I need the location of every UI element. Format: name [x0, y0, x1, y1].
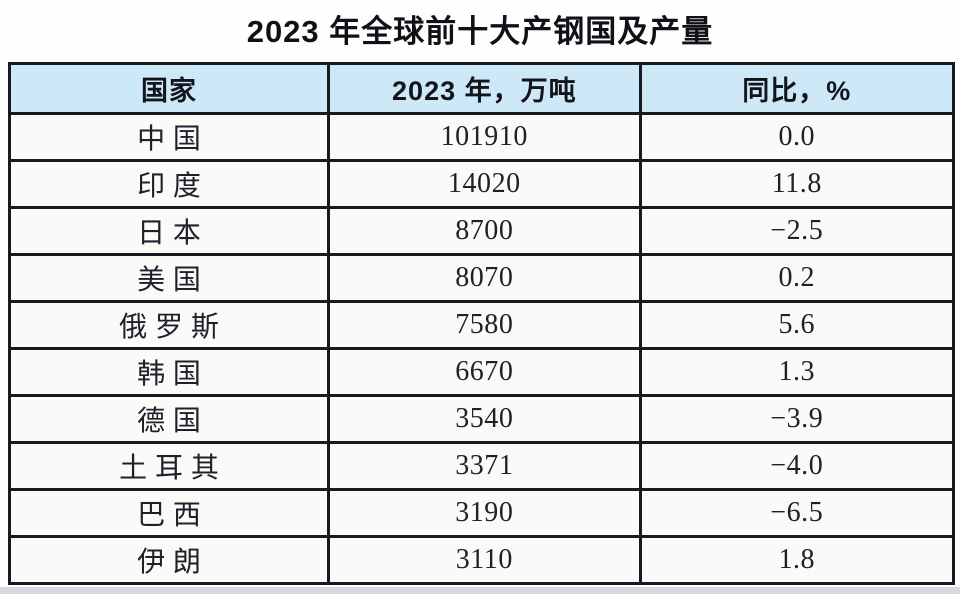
production-cell: 8700: [327, 206, 642, 256]
country-cell: 美国: [7, 253, 331, 303]
country-cell: 伊朗: [7, 535, 331, 585]
table-row: 巴西 3190 −6.5: [7, 488, 956, 538]
table-row: 伊朗 3110 1.8: [7, 535, 956, 585]
bottom-edge-strip: [0, 587, 960, 594]
country-cell: 日本: [7, 206, 331, 256]
table-row: 土耳其 3371 −4.0: [7, 441, 956, 491]
table-row: 韩国 6670 1.3: [7, 347, 956, 397]
country-cell: 俄罗斯: [7, 300, 331, 350]
header-country: 国家: [7, 62, 331, 115]
country-cell: 巴西: [7, 488, 331, 538]
production-cell: 101910: [327, 112, 642, 162]
production-cell: 3540: [327, 394, 642, 444]
country-cell: 德国: [7, 394, 331, 444]
yoy-cell: −6.5: [638, 488, 956, 538]
country-cell: 韩国: [7, 347, 331, 397]
country-cell: 印度: [7, 159, 331, 209]
production-cell: 3371: [327, 441, 642, 491]
country-cell: 中国: [7, 112, 331, 162]
table-row: 美国 8070 0.2: [7, 253, 956, 303]
country-cell: 土耳其: [7, 441, 331, 491]
table-body: 中国 101910 0.0 印度 14020 11.8 日本 8700 −2.5 美国 8070 0.…: [7, 112, 956, 585]
steel-production-table: 国家 2023 年，万吨 同比，% 中国 101910 0.0 印度 14020 11.8…: [7, 62, 956, 585]
table-header: 国家 2023 年，万吨 同比，%: [7, 62, 956, 115]
production-cell: 3110: [327, 535, 642, 585]
yoy-cell: −3.9: [638, 394, 956, 444]
yoy-cell: 0.2: [638, 253, 956, 303]
yoy-cell: 1.8: [638, 535, 956, 585]
table-row: 中国 101910 0.0: [7, 112, 956, 162]
production-cell: 14020: [327, 159, 642, 209]
yoy-cell: 5.6: [638, 300, 956, 350]
table-row: 德国 3540 −3.9: [7, 394, 956, 444]
yoy-cell: 0.0: [638, 112, 956, 162]
page-title: 2023 年全球前十大产钢国及产量: [246, 14, 714, 49]
header-yoy: 同比，%: [638, 62, 956, 115]
production-cell: 3190: [327, 488, 642, 538]
production-cell: 6670: [327, 347, 642, 397]
table-row: 俄罗斯 7580 5.6: [7, 300, 956, 350]
table-row: 印度 14020 11.8: [7, 159, 956, 209]
yoy-cell: 1.3: [638, 347, 956, 397]
yoy-cell: 11.8: [638, 159, 956, 209]
table-row: 日本 8700 −2.5: [7, 206, 956, 256]
yoy-cell: −2.5: [638, 206, 956, 256]
header-production: 2023 年，万吨: [327, 62, 642, 115]
header-row: 国家 2023 年，万吨 同比，%: [7, 62, 956, 115]
production-cell: 8070: [327, 253, 642, 303]
production-cell: 7580: [327, 300, 642, 350]
yoy-cell: −4.0: [638, 441, 956, 491]
